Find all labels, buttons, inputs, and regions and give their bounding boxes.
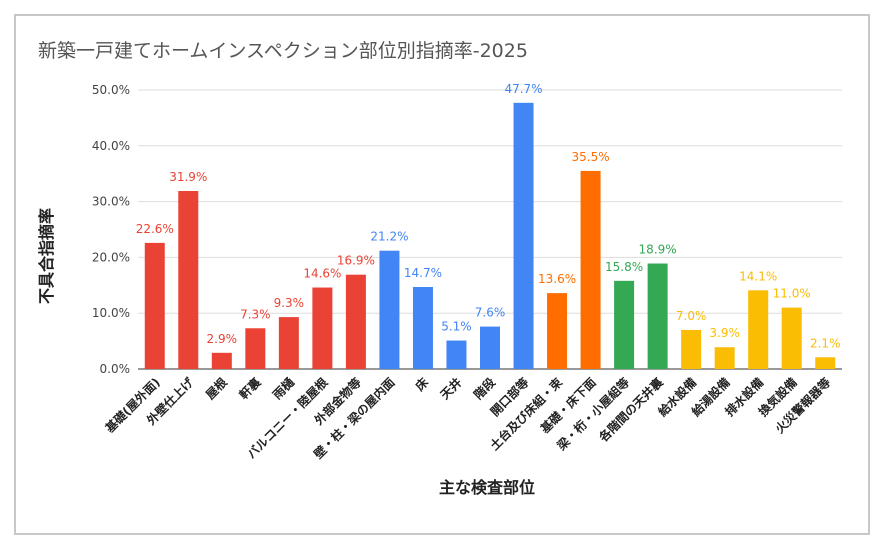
data-label: 14.7% — [404, 266, 442, 280]
bar — [815, 357, 836, 369]
data-label: 16.9% — [337, 254, 375, 268]
x-category-label: 軒裏 — [236, 374, 264, 402]
y-tick-label: 50.0% — [92, 83, 130, 97]
x-category-label: 屋根 — [202, 375, 230, 403]
bar — [144, 242, 165, 369]
bar — [178, 190, 199, 369]
x-axis-title: 主な検査部位 — [439, 478, 535, 497]
chart-frame: 新築一戸建てホームインスペクション部位別指摘率-2025 0.0% 10.0% 20… — [14, 14, 870, 535]
bar — [781, 307, 802, 369]
bar — [345, 274, 366, 369]
data-label: 11.0% — [773, 287, 811, 301]
y-tick-label: 30.0% — [92, 195, 130, 209]
bar — [211, 352, 232, 369]
data-label: 7.6% — [475, 306, 506, 320]
bar — [446, 340, 467, 369]
bar — [714, 347, 735, 369]
data-label: 14.1% — [739, 269, 777, 283]
bar — [580, 170, 601, 369]
data-label: 35.5% — [572, 150, 610, 164]
data-label: 22.6% — [136, 222, 174, 236]
data-labels: 22.6% 31.9% 2.9%7.3%9.3% 14.6%16.9% 21.2% 14.… — [136, 82, 841, 350]
bar — [647, 263, 668, 369]
bar — [681, 329, 702, 369]
data-label: 5.1% — [441, 320, 472, 334]
data-label: 2.9% — [207, 332, 238, 346]
data-label: 14.6% — [303, 267, 341, 281]
bar — [245, 328, 266, 369]
bars — [144, 102, 836, 370]
x-axis-categories: 基礎(屋外面)外壁仕上げ 屋根 軒裏 雨樋バルコニー・陸屋根外部金物等壁・柱・梁の屋内… — [101, 374, 833, 462]
x-category-label: 床 — [412, 374, 432, 394]
y-tick-label: 20.0% — [92, 250, 130, 264]
data-label: 2.1% — [810, 336, 841, 350]
bar — [412, 286, 433, 369]
data-label: 31.9% — [169, 170, 207, 184]
data-label: 15.8% — [605, 260, 643, 274]
x-category-label: 天井 — [437, 375, 465, 403]
data-label: 21.2% — [370, 230, 408, 244]
bar — [748, 290, 769, 369]
bar — [614, 280, 635, 369]
data-label: 13.6% — [538, 272, 576, 286]
data-label: 7.0% — [676, 309, 707, 323]
x-category-label: 階段 — [471, 374, 499, 402]
y-tick-label: 40.0% — [92, 139, 130, 153]
bar — [312, 287, 333, 369]
bar — [480, 326, 500, 369]
data-label: 9.3% — [274, 296, 305, 310]
y-tick-label: 0.0% — [100, 362, 131, 376]
chart-title: 新築一戸建てホームインスペクション部位別指摘率-2025 — [38, 40, 528, 62]
data-label: 18.9% — [639, 243, 677, 257]
x-category-label: 雨樋 — [269, 375, 297, 403]
bar — [547, 293, 568, 369]
data-label: 3.9% — [709, 326, 740, 340]
y-axis-ticks: 0.0% 10.0% 20.0% 30.0% 40.0% 50.0% — [92, 83, 130, 376]
y-tick-label: 10.0% — [92, 306, 130, 320]
bar — [513, 102, 534, 370]
data-label: 47.7% — [504, 82, 542, 96]
chart: 新築一戸建てホームインスペクション部位別指摘率-2025 0.0% 10.0% 20… — [37, 40, 842, 497]
y-axis-title: 不具合指摘率 — [37, 208, 56, 304]
bar — [379, 250, 400, 369]
data-label: 7.3% — [240, 307, 271, 321]
bar — [278, 317, 299, 369]
